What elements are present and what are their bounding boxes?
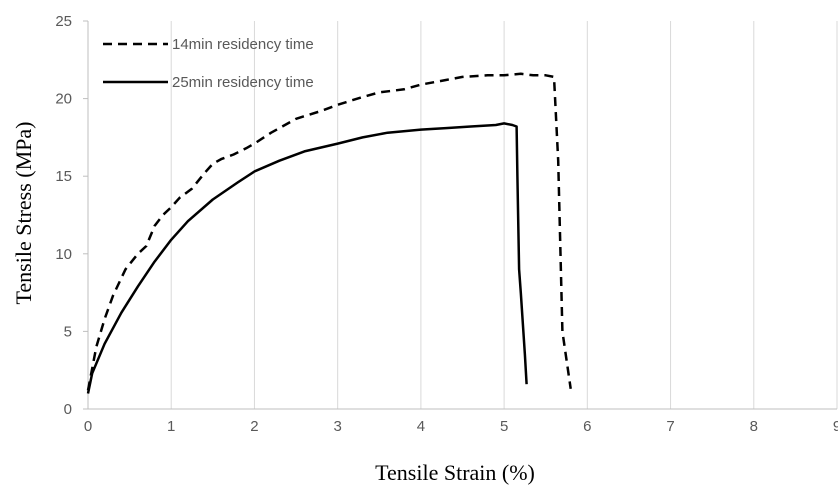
series-line-2 (86, 122, 528, 394)
axes (83, 20, 837, 410)
x-tick-label-5: 5 (500, 418, 508, 435)
y-tick-label-10: 10 (55, 246, 72, 263)
y-tick-label-20: 20 (55, 91, 72, 108)
x-tick-label-9: 9 (833, 418, 838, 435)
series-line-1 (86, 72, 572, 391)
x-tick-label-4: 4 (417, 418, 425, 435)
x-axis-title: Tensile Strain (%) (375, 460, 535, 485)
y-axis-title: Tensile Stress (MPa) (11, 122, 36, 305)
x-tick-label-8: 8 (750, 418, 758, 435)
y-tick-label-25: 25 (55, 13, 72, 30)
legend: 14min residency time 25min residency time (103, 36, 314, 91)
x-tick-label-2: 2 (250, 418, 258, 435)
x-tick-label-3: 3 (333, 418, 341, 435)
y-tick-label-5: 5 (64, 323, 72, 340)
x-tick-label-0: 0 (84, 418, 92, 435)
vertical-gridlines (170, 21, 838, 409)
series-lines (86, 72, 572, 394)
x-tick-label-1: 1 (167, 418, 175, 435)
x-tick-label-6: 6 (583, 418, 591, 435)
x-tick-labels: 0 1 2 3 4 5 6 7 8 9 (84, 418, 838, 435)
x-tick-label-7: 7 (666, 418, 674, 435)
y-tick-label-0: 0 (64, 401, 72, 418)
y-tick-labels: 0 5 10 15 20 25 (55, 13, 72, 418)
y-tick-label-15: 15 (55, 168, 72, 185)
legend-label-2: 25min residency time (172, 74, 314, 91)
legend-label-1: 14min residency time (172, 36, 314, 53)
